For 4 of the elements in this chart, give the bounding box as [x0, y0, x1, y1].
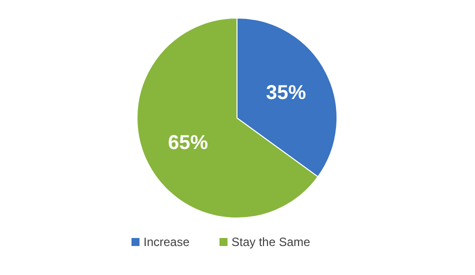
legend-label: Increase	[144, 235, 190, 249]
legend-label: Stay the Same	[232, 235, 311, 249]
data-label: 35%	[266, 82, 306, 104]
data-label: 65%	[168, 132, 208, 154]
